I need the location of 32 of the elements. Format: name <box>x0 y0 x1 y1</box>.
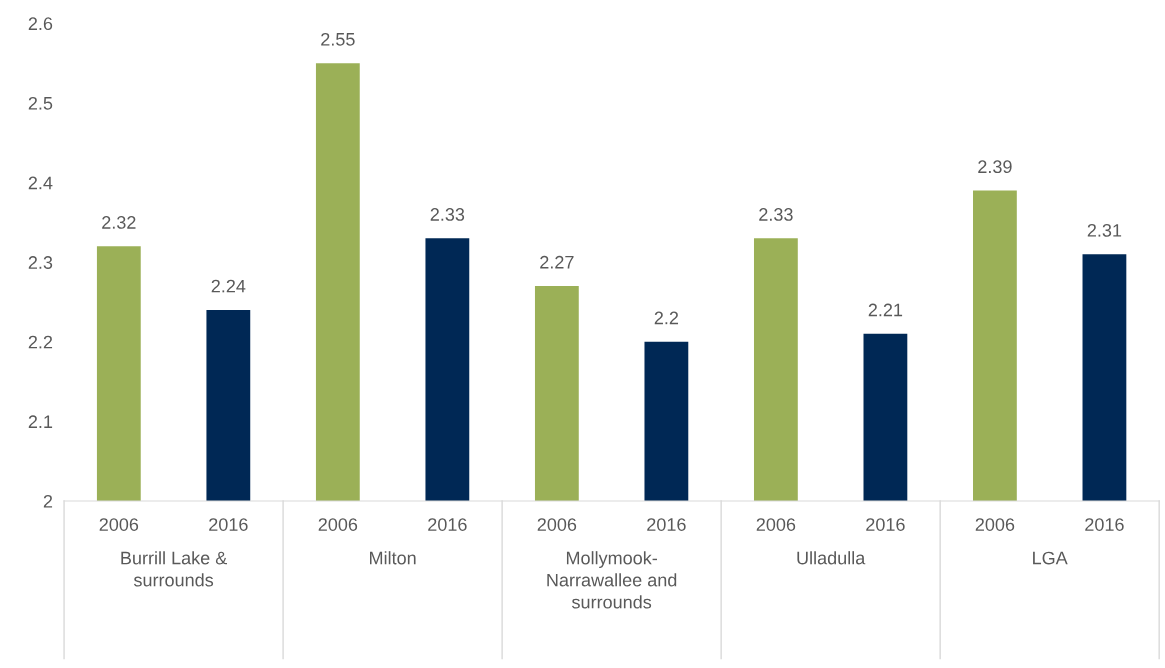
text: LGA <box>1033 551 1068 565</box>
data-label: 2.24 <box>211 279 246 293</box>
x-tick-label: 2006 <box>756 518 796 531</box>
x-tick-label: 2016 <box>209 518 248 531</box>
x-tick-label: 2006 <box>975 518 1015 531</box>
x-tick-label: 2006 <box>99 518 139 531</box>
x-tick-label: 2016 <box>428 518 467 531</box>
x-tick-label: 2016 <box>866 518 905 531</box>
data-label: 2.32 <box>102 216 136 229</box>
y-tick-label: 2 <box>43 494 53 508</box>
y-tick-label: 2.5 <box>28 96 53 110</box>
y-tick-label: 2.4 <box>28 176 53 190</box>
data-label: 2.33 <box>430 208 465 221</box>
y-tick-label: 2.6 <box>28 17 53 31</box>
data-label: 2.33 <box>759 208 793 221</box>
data-label: 2.27 <box>540 255 574 269</box>
x-tick-label: 2006 <box>537 518 577 531</box>
text: Ulladulla <box>797 551 866 565</box>
x-tick-label: 2006 <box>318 518 358 531</box>
data-label: 2.39 <box>978 160 1012 174</box>
y-tick-label: 2.2 <box>28 335 53 349</box>
y-tick-label: 2.3 <box>28 256 53 269</box>
data-label: 2.31 <box>1087 223 1122 237</box>
text: Burrill Lake & surrounds <box>121 551 227 587</box>
x-tick-label: 2016 <box>1085 518 1124 531</box>
data-label: 2.21 <box>868 303 903 317</box>
y-tick-label: 2.1 <box>28 415 53 428</box>
data-label: 2.55 <box>321 32 355 46</box>
text: Mollymook- Narrawallee and surrounds <box>547 551 677 609</box>
text: Milton <box>370 551 416 565</box>
x-tick-label: 2016 <box>647 518 686 531</box>
data-label: 2.2 <box>654 311 679 325</box>
